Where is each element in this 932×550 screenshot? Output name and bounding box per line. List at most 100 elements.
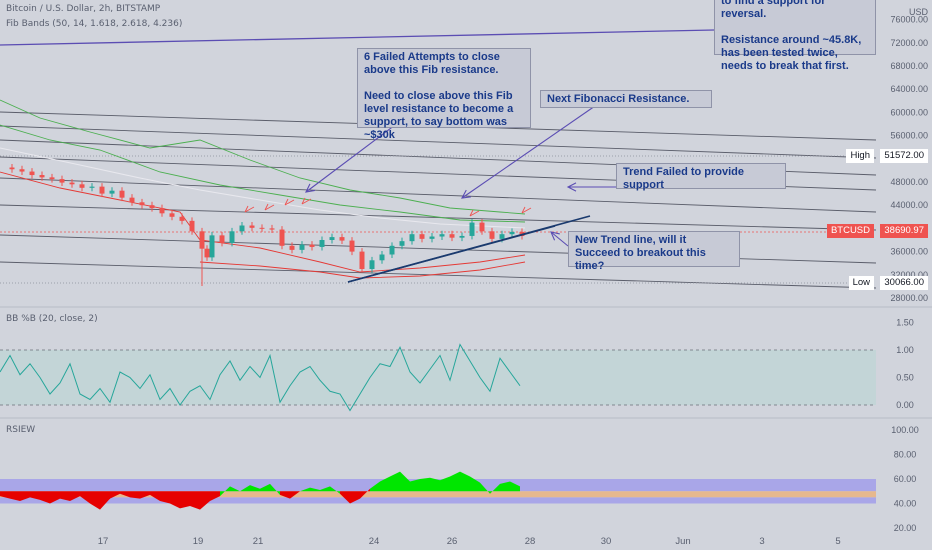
candle-body (329, 237, 335, 240)
candle-body (89, 186, 95, 188)
rsi-band-mid (0, 491, 876, 498)
rsi-area-down (120, 491, 130, 498)
rsi-area-down (110, 491, 120, 499)
candle-body (204, 248, 210, 258)
symbol-price-label: BTCUSD (826, 224, 874, 238)
long-trendline (0, 29, 715, 46)
candle-body (239, 225, 245, 232)
bb-tick-label: 1.00 (896, 345, 914, 355)
candle-body (49, 177, 55, 180)
bb-tick-label: 1.50 (896, 318, 914, 328)
note-next-fib[interactable]: Next Fibonacci Resistance. (540, 90, 712, 108)
fib-band-basis (0, 147, 526, 229)
fib-resistance-line (0, 261, 877, 289)
rsi-area-down (280, 491, 290, 499)
time-tick-label: 17 (98, 536, 109, 547)
rsi-area-up (380, 476, 390, 492)
candle-body (229, 231, 235, 243)
rsi-tick-label: 60.00 (894, 474, 917, 484)
candle-body (399, 241, 405, 246)
candle-body (169, 213, 175, 217)
rsi-area-down (150, 491, 160, 502)
rsi-area-up (230, 486, 240, 492)
rsi-area-down (100, 491, 110, 510)
candle-body (319, 240, 325, 247)
rsi-area-up (430, 477, 440, 492)
price-tick-label: 60000.00 (890, 107, 928, 117)
candle-body (79, 184, 85, 188)
high-label: High (846, 149, 874, 163)
rsi-area-up (330, 486, 340, 494)
note-new-trend[interactable]: New Trend line, will it Succeed to break… (568, 231, 740, 272)
rsi-area-down (40, 491, 50, 504)
arrow-next-fib-head (461, 189, 471, 199)
current-price-tag: 38690.97 (880, 224, 928, 238)
candle-body (419, 234, 425, 239)
candle-body (249, 225, 255, 228)
rsi-area-up (400, 471, 410, 492)
rsi-area-up (460, 471, 470, 492)
candle-body (409, 234, 415, 242)
time-tick-label: 28 (525, 536, 536, 547)
rsi-area-up (510, 481, 520, 492)
bb-fill-zone (0, 350, 876, 405)
rsiew-pane-title: RSIEW (6, 425, 36, 435)
time-tick-label: 3 (759, 536, 764, 547)
rsi-area-down (290, 491, 300, 499)
symbol-title: Bitcoin / U.S. Dollar, 2h, BITSTAMP (6, 4, 161, 14)
red-marker-arrow (244, 205, 255, 213)
candle-body (389, 245, 395, 255)
candle-body (159, 208, 165, 214)
fib-band-lower (0, 171, 526, 273)
price-tick-label: 44000.00 (890, 200, 928, 210)
candle-body (509, 231, 515, 235)
candle-body (139, 202, 145, 206)
candle-body (439, 234, 445, 237)
time-tick-label: 24 (369, 536, 380, 547)
note-top-right[interactable]: to find a support for reversal. Resistan… (714, 0, 876, 72)
candle-body (299, 244, 305, 250)
price-tick-label: 64000.00 (890, 84, 928, 94)
rsi-area-up (220, 486, 230, 497)
note-trend-failed[interactable]: Trend Failed to provide support (616, 163, 786, 191)
rsi-tick-label: 40.00 (894, 499, 917, 509)
price-tick-label: 48000.00 (890, 177, 928, 187)
price-tick-label: 32000.00 (890, 270, 928, 280)
fib-band-upper-2 (0, 124, 526, 223)
rsi-tick-label: 20.00 (894, 523, 917, 533)
rsi-area-down (20, 491, 30, 502)
arrow-new-trend-head (550, 231, 560, 241)
candle-body (339, 237, 345, 241)
bb-tick-label: 0.50 (896, 373, 914, 383)
bb-pane (0, 343, 876, 412)
price-tick-label: 72000.00 (890, 38, 928, 48)
rsi-area-up (270, 483, 280, 495)
candle-body (379, 254, 385, 261)
candle-body (189, 220, 195, 232)
note-fib-resistance[interactable]: 6 Failed Attempts to close above this Fi… (357, 48, 531, 141)
rsi-area-up (390, 471, 400, 492)
rsi-area-down (340, 491, 350, 504)
rsi-area-down (30, 491, 40, 500)
candle-body (449, 234, 455, 238)
candle-body (279, 229, 285, 246)
high-price-tag: 51572.00 (880, 149, 928, 163)
price-tick-label: 76000.00 (890, 15, 928, 25)
candle-body (179, 216, 185, 221)
time-tick-label: 30 (601, 536, 612, 547)
failed-trendline (347, 225, 556, 283)
candle-body (9, 167, 15, 170)
fib-resistance-line (0, 177, 877, 213)
candle-body (469, 222, 475, 236)
time-tick-label: 21 (253, 536, 264, 547)
candle-body (269, 228, 275, 230)
rsi-area-up (450, 471, 460, 492)
rsi-band-bottom (0, 497, 876, 504)
candle-body (289, 245, 295, 250)
arrow-trend-failed-head (566, 182, 577, 192)
rsi-tick-label: 80.00 (894, 450, 917, 460)
rsi-area-down (140, 491, 150, 499)
candle-body (369, 260, 375, 269)
price-tick-label: 36000.00 (890, 247, 928, 257)
rsi-area-up (240, 485, 250, 492)
